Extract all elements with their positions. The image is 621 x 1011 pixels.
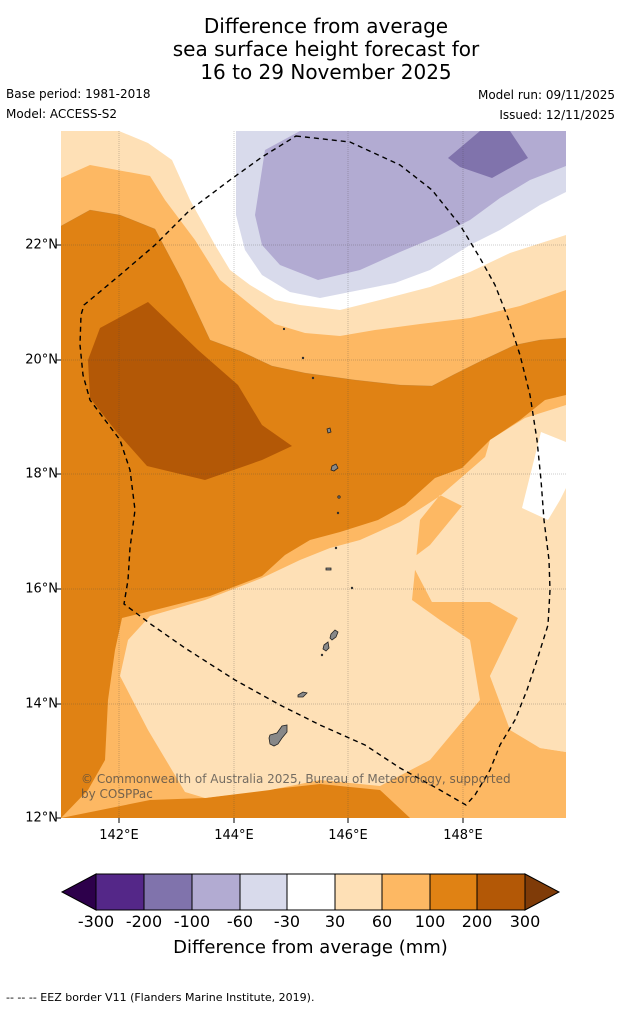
contour-minus-100-200 — [448, 131, 528, 178]
lon-label-144e: 144°E — [214, 828, 254, 843]
anatahan-island — [325, 567, 332, 571]
colorbar-segment-neutral — [286, 873, 336, 911]
farallon-de-medinilla-island — [350, 586, 354, 590]
colorbar-segment-60-100 — [381, 873, 431, 911]
colorbar-tick: 60 — [371, 912, 393, 931]
contour-layer — [61, 131, 566, 818]
saipan-island — [329, 629, 339, 641]
alamagan-island — [337, 495, 341, 499]
map-title: Difference from average sea surface heig… — [0, 15, 621, 84]
colorbar-tick: -100 — [173, 912, 211, 931]
supply-reef — [282, 327, 286, 331]
colorbar-tick: 300 — [509, 912, 541, 931]
colorbar-segment-100-200 — [429, 873, 478, 911]
title-line-2: sea surface height forecast for — [172, 37, 480, 61]
colorbar-segment-minus100-minus60 — [191, 873, 241, 911]
contour-30-60-south — [120, 413, 566, 798]
lat-label-16n: 16°N — [25, 581, 58, 597]
lon-label-148e: 148°E — [443, 828, 483, 843]
guguan-island — [336, 511, 340, 515]
maug-island — [311, 376, 315, 380]
colorbar-segment-minus60-minus30 — [239, 873, 288, 911]
lon-label-142e: 142°E — [99, 828, 139, 843]
eez-border-legend: -- -- -- EEZ border V11 (Flanders Marine… — [6, 991, 315, 1004]
model-run: Model run: 09/11/2025 — [477, 88, 615, 102]
lat-label-18n: 18°N — [25, 466, 58, 482]
map-ticks — [56, 244, 464, 823]
contour-neutral-east — [522, 432, 566, 520]
title-line-1: Difference from average — [203, 14, 449, 38]
lat-label-14n: 14°N — [25, 696, 58, 712]
colorbar-extend-high — [524, 873, 561, 911]
sarigan-island — [334, 546, 338, 550]
colorbar-segment-minus300-minus200 — [95, 873, 145, 911]
aguijan-island — [320, 653, 324, 657]
eez-border — [79, 135, 551, 806]
colorbar-tick: 30 — [324, 912, 346, 931]
tinian-island — [322, 641, 330, 652]
colorbar-segment-minus200-minus100 — [143, 873, 193, 911]
lon-label-146e: 146°E — [328, 828, 368, 843]
colorbar-segment-200-300 — [476, 873, 526, 911]
contour-200-300 — [88, 302, 292, 480]
colorbar-tick: -200 — [125, 912, 163, 931]
model-name: Model: ACCESS-S2 — [6, 107, 118, 121]
rota-island — [297, 691, 308, 698]
colorbar-segment-30-60 — [334, 873, 383, 911]
farallon-de-pajaros-island — [301, 356, 305, 360]
copyright-credit: © Commonwealth of Australia 2025, Bureau… — [81, 772, 511, 801]
grid-lines — [61, 131, 566, 818]
colorbar-extend-low — [60, 873, 97, 911]
colorbar-tick: -300 — [77, 912, 115, 931]
islands — [268, 327, 354, 747]
colorbar-tick: 200 — [461, 912, 493, 931]
colorbar-tick: -30 — [273, 912, 301, 931]
pagan-island — [330, 463, 339, 472]
guam-island — [268, 724, 288, 747]
colorbar-label: Difference from average (mm) — [173, 937, 448, 958]
colorbar-tick: 100 — [414, 912, 446, 931]
issued-date: Issued: 12/11/2025 — [499, 108, 615, 122]
title-line-3: 16 to 29 November 2025 — [200, 60, 452, 84]
lat-label-12n: 12°N — [25, 810, 58, 826]
colorbar-tick: -60 — [226, 912, 254, 931]
base-period: Base period: 1981-2018 — [6, 87, 151, 101]
lat-label-20n: 20°N — [25, 352, 58, 368]
agrihan-island — [326, 427, 332, 434]
lat-label-22n: 22°N — [25, 237, 58, 253]
contour-outlines — [61, 209, 566, 387]
